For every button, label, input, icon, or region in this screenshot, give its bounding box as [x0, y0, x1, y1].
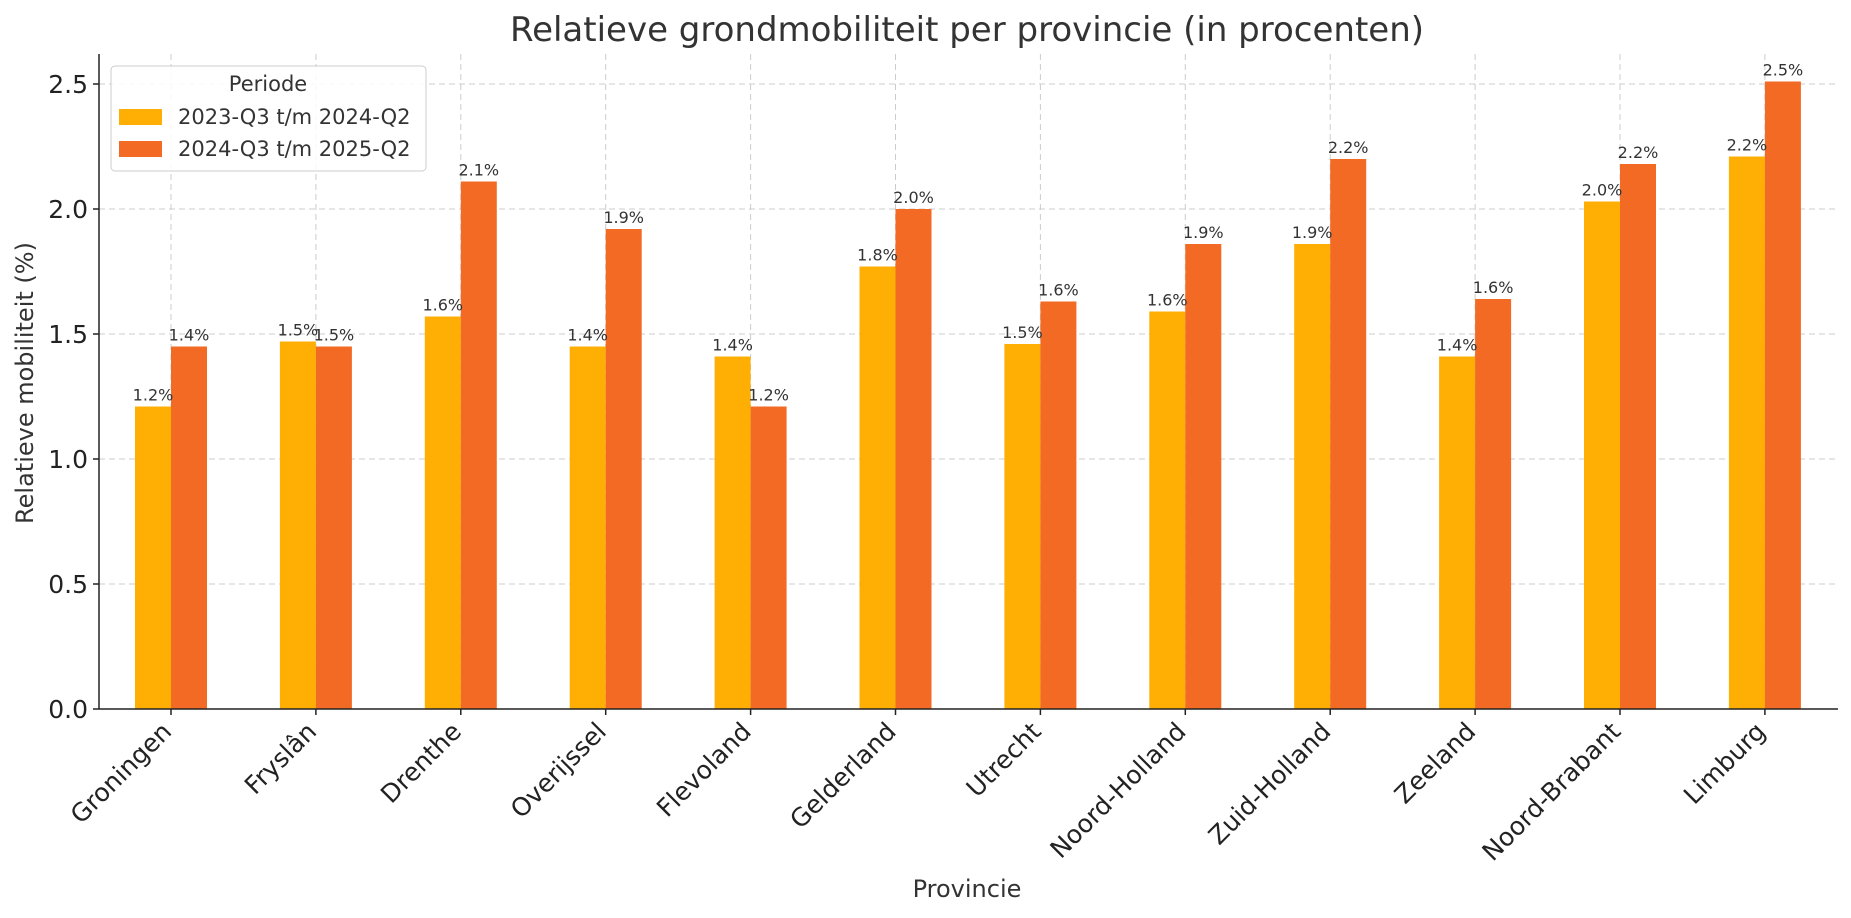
data-label: 1.6% — [1147, 291, 1188, 310]
y-axis-label: Relatieve mobiliteit (%) — [11, 242, 39, 524]
x-tick-label: Groningen — [65, 717, 178, 830]
data-label: 2.0% — [893, 188, 934, 207]
legend-title: Periode — [229, 72, 307, 96]
data-label: 1.4% — [567, 326, 608, 345]
x-tick-label: Drenthe — [375, 717, 467, 809]
y-tick-labels: 0.0 0.5 1.0 1.5 2.0 2.5 — [48, 70, 99, 724]
data-label: 1.2% — [133, 386, 174, 405]
x-tick-label: Limburg — [1678, 717, 1771, 810]
bar-series-1 — [1728, 156, 1765, 709]
x-tick-label: Gelderland — [784, 717, 902, 835]
legend-swatch — [119, 141, 162, 157]
legend-label: 2024-Q3 t/m 2025-Q2 — [178, 137, 410, 161]
y-tick-label: 1.0 — [48, 445, 88, 474]
bar-series-2 — [460, 181, 497, 709]
bar-series-2 — [605, 229, 642, 709]
data-label: 1.8% — [857, 246, 898, 265]
y-tick-label: 2.0 — [48, 195, 88, 224]
bar-series-2 — [1185, 244, 1222, 709]
data-label: 1.9% — [603, 208, 644, 227]
y-tick-label: 2.5 — [48, 70, 88, 99]
data-label: 1.4% — [712, 336, 753, 355]
bar-series-1 — [1149, 311, 1186, 709]
bar-series-1 — [279, 341, 316, 709]
x-tick-label: Noord-Holland — [1044, 717, 1191, 864]
data-label: 1.5% — [1002, 323, 1043, 342]
data-label: 2.5% — [1763, 61, 1804, 80]
bar-series-1 — [569, 346, 606, 709]
bar-series-1 — [135, 406, 171, 709]
data-label: 1.9% — [1183, 223, 1224, 242]
bar-series-2 — [315, 346, 352, 709]
data-label: 1.2% — [748, 386, 789, 405]
bar-series-2 — [895, 209, 932, 709]
data-label: 2.2% — [1618, 143, 1659, 162]
data-label: 1.5% — [314, 326, 355, 345]
data-label: 1.4% — [1437, 336, 1478, 355]
bar-series-2 — [1330, 159, 1367, 709]
chart-title: Relatieve grondmobiliteit per provincie … — [510, 10, 1424, 50]
data-label: 2.2% — [1727, 136, 1768, 155]
bar-series-1 — [1294, 244, 1331, 709]
bar-series-1 — [859, 266, 896, 709]
bar-series-1 — [424, 316, 461, 709]
legend-swatch — [119, 109, 162, 125]
data-label: 1.6% — [1473, 278, 1514, 297]
x-tick-label: Utrecht — [961, 717, 1047, 803]
x-tick-labels: Groningen Fryslân Drenthe Overijssel Flevola… — [65, 709, 1771, 866]
bar-series-1 — [1004, 344, 1041, 709]
bar-series-2 — [171, 346, 207, 709]
axes — [98, 54, 1838, 710]
data-label: 1.9% — [1292, 223, 1333, 242]
legend: Periode 2023-Q3 t/m 2024-Q2 2024-Q3 t/m 2… — [110, 65, 427, 172]
data-label: 2.1% — [458, 161, 499, 180]
x-tick-label: Noord-Brabant — [1477, 717, 1627, 867]
data-label: 2.2% — [1328, 138, 1369, 157]
legend-label: 2023-Q3 t/m 2024-Q2 — [178, 105, 410, 129]
bar-series-1 — [1439, 356, 1476, 709]
x-tick-label: Zeeland — [1389, 717, 1482, 810]
data-label: 2.0% — [1582, 181, 1623, 200]
x-tick-label: Flevoland — [651, 717, 757, 823]
bar-series-2 — [750, 406, 787, 709]
data-label: 1.6% — [422, 296, 463, 315]
x-tick-label: Fryslân — [239, 717, 322, 800]
legend-box — [110, 65, 427, 172]
bar-series-1 — [714, 356, 751, 709]
x-tick-label: Zuid-Holland — [1203, 717, 1337, 851]
data-labels: 1.2%1.4% 1.5%1.5%1.6%2.1%1.4%1.9%1.4%1.2%… — [133, 61, 1804, 405]
data-label: 1.4% — [169, 326, 210, 345]
bars — [135, 81, 1801, 709]
data-label: 1.6% — [1038, 281, 1079, 300]
bar-series-2 — [1764, 81, 1801, 709]
x-tick-label: Overijssel — [505, 717, 612, 824]
bar-series-2 — [1475, 299, 1512, 709]
bar-series-2 — [1620, 164, 1656, 709]
y-tick-label: 1.5 — [48, 320, 88, 349]
data-label: 1.5% — [278, 321, 319, 340]
x-axis-label: Provincie — [913, 875, 1022, 903]
bar-series-2 — [1040, 301, 1077, 709]
y-tick-label: 0.0 — [48, 695, 88, 724]
y-tick-label: 0.5 — [48, 570, 88, 599]
bar-series-1 — [1584, 201, 1620, 709]
